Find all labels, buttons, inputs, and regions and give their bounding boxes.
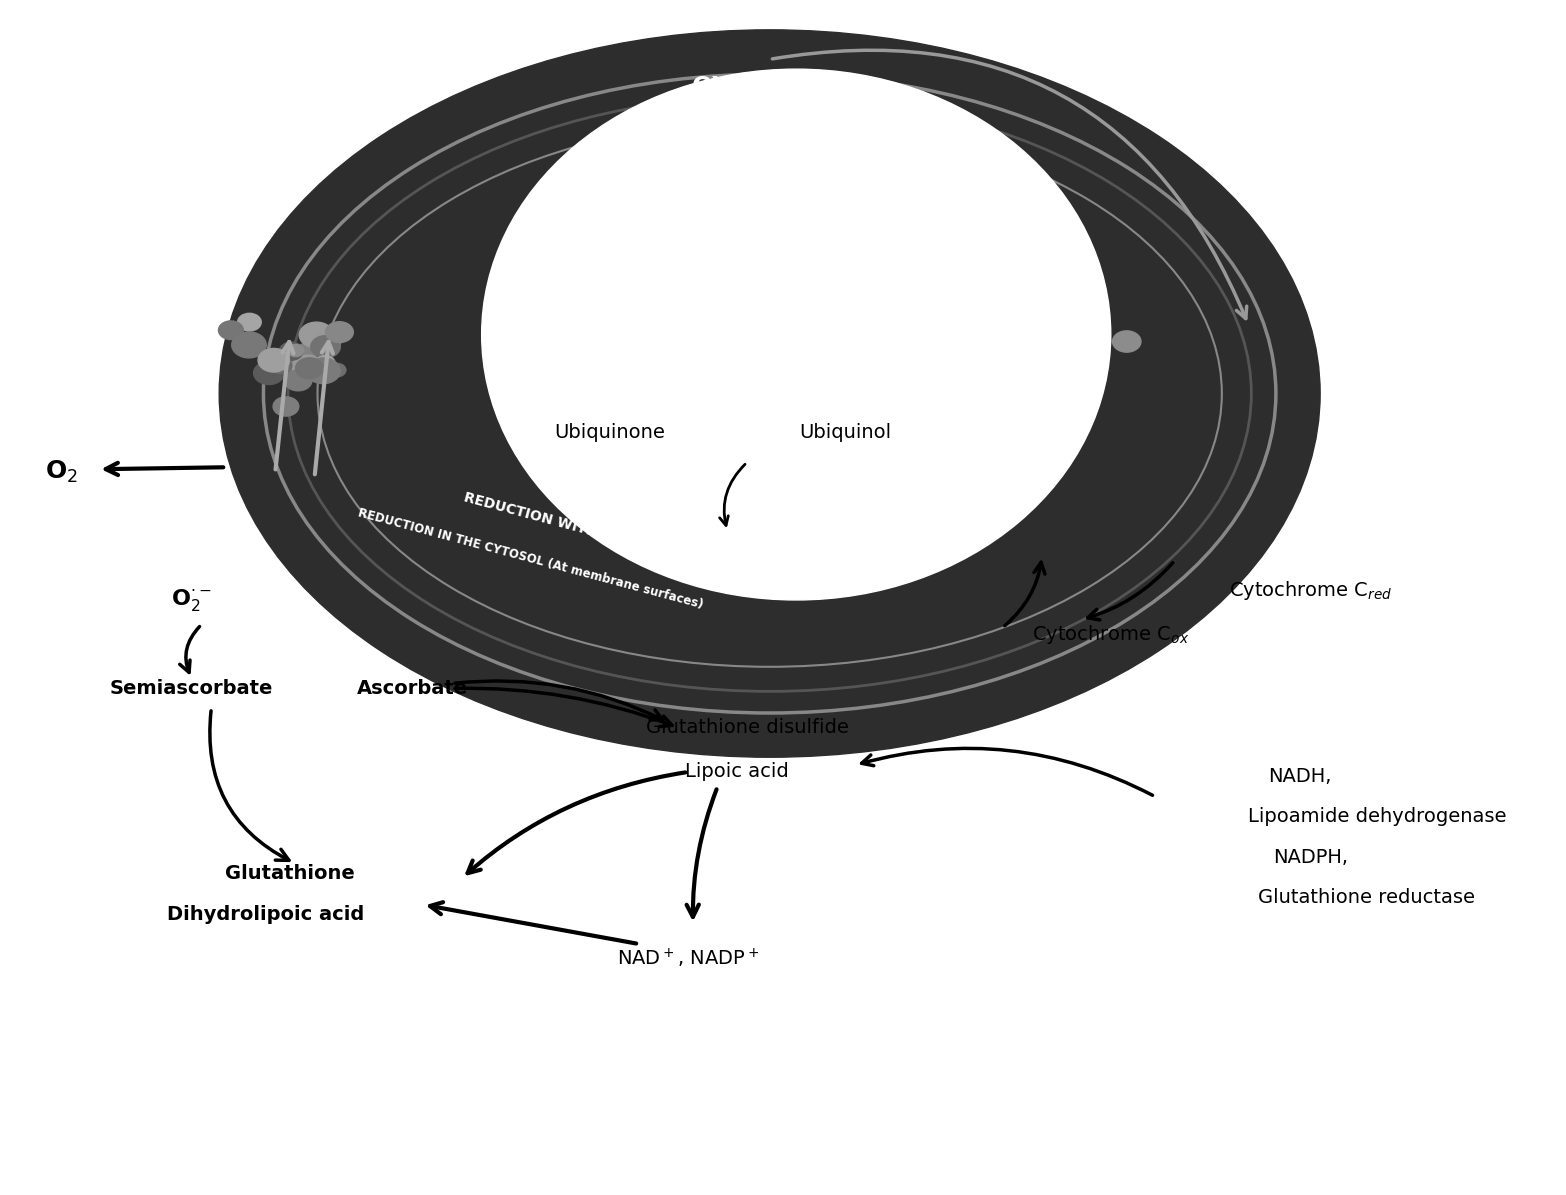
Ellipse shape <box>299 323 334 348</box>
Text: Cytochrome C$_{ox}$: Cytochrome C$_{ox}$ <box>1032 623 1190 645</box>
Ellipse shape <box>600 168 993 500</box>
Ellipse shape <box>219 321 243 339</box>
Ellipse shape <box>288 344 304 356</box>
Ellipse shape <box>675 233 918 436</box>
Ellipse shape <box>1001 327 1027 347</box>
Text: Lipoamide dehydrogenase: Lipoamide dehydrogenase <box>1248 807 1506 826</box>
Ellipse shape <box>219 30 1320 758</box>
Ellipse shape <box>482 69 1110 600</box>
Ellipse shape <box>1112 331 1142 353</box>
Ellipse shape <box>547 123 1046 545</box>
Text: Glutathione disulfide: Glutathione disulfide <box>645 718 849 737</box>
Text: Cytochrome C$_{red}$: Cytochrome C$_{red}$ <box>1229 578 1392 601</box>
Ellipse shape <box>1027 350 1049 367</box>
Ellipse shape <box>1066 330 1095 351</box>
Ellipse shape <box>1029 315 1060 338</box>
Ellipse shape <box>285 370 312 391</box>
Ellipse shape <box>326 321 354 343</box>
Ellipse shape <box>568 142 1024 527</box>
Ellipse shape <box>1023 354 1043 369</box>
Text: Ubiquinone: Ubiquinone <box>554 423 666 442</box>
Text: Dihydrolipoic acid: Dihydrolipoic acid <box>166 905 363 924</box>
Ellipse shape <box>327 363 346 376</box>
Ellipse shape <box>293 355 323 379</box>
Ellipse shape <box>1054 347 1071 358</box>
Ellipse shape <box>655 214 938 454</box>
Ellipse shape <box>557 133 1035 537</box>
Ellipse shape <box>272 397 299 416</box>
Ellipse shape <box>271 357 291 374</box>
Ellipse shape <box>254 361 285 385</box>
Ellipse shape <box>1082 378 1099 391</box>
Ellipse shape <box>622 188 971 482</box>
Text: Glutathione reductase: Glutathione reductase <box>1257 888 1475 907</box>
Ellipse shape <box>279 342 304 360</box>
Ellipse shape <box>972 348 993 363</box>
Ellipse shape <box>633 196 960 473</box>
Ellipse shape <box>998 349 1027 372</box>
Ellipse shape <box>1041 351 1065 369</box>
Ellipse shape <box>686 241 907 428</box>
Text: REDUCTION WITHIN MEMBRANES: REDUCTION WITHIN MEMBRANES <box>462 491 717 571</box>
Ellipse shape <box>277 351 304 372</box>
Ellipse shape <box>1048 337 1079 361</box>
Ellipse shape <box>955 345 987 369</box>
Text: REDUCTION IN THE CYTOSOL (At membrane surfaces): REDUCTION IN THE CYTOSOL (At membrane su… <box>357 507 705 611</box>
Text: OXIDATION: OXIDATION <box>692 75 847 99</box>
Text: Semiascorbate: Semiascorbate <box>110 679 274 698</box>
Ellipse shape <box>1016 351 1040 368</box>
Ellipse shape <box>664 223 927 446</box>
Text: Glutathione: Glutathione <box>226 864 355 883</box>
Ellipse shape <box>611 178 982 491</box>
Ellipse shape <box>1057 345 1082 364</box>
Ellipse shape <box>310 336 340 357</box>
Ellipse shape <box>1057 384 1076 398</box>
Text: NADH,: NADH, <box>1268 767 1331 786</box>
Ellipse shape <box>296 357 324 379</box>
Ellipse shape <box>1063 325 1084 342</box>
Text: Lipoic acid: Lipoic acid <box>686 762 789 782</box>
Ellipse shape <box>525 105 1068 564</box>
Ellipse shape <box>935 361 962 380</box>
Ellipse shape <box>589 160 1004 509</box>
Ellipse shape <box>263 357 280 369</box>
Text: O$_2^{\cdot-}$: O$_2^{\cdot-}$ <box>171 587 211 613</box>
Ellipse shape <box>305 358 340 384</box>
Ellipse shape <box>316 332 341 350</box>
Text: NADPH,: NADPH, <box>1273 848 1348 868</box>
Text: O$_2$: O$_2$ <box>44 459 77 485</box>
Ellipse shape <box>258 349 290 372</box>
Ellipse shape <box>296 343 316 358</box>
Ellipse shape <box>536 115 1057 554</box>
Ellipse shape <box>232 332 266 357</box>
Ellipse shape <box>993 317 1019 337</box>
Ellipse shape <box>238 313 262 331</box>
Ellipse shape <box>514 97 1079 572</box>
Ellipse shape <box>492 78 1099 590</box>
Text: Ubiquinol: Ubiquinol <box>799 423 891 442</box>
Ellipse shape <box>1026 332 1049 350</box>
Ellipse shape <box>644 206 949 464</box>
Ellipse shape <box>1001 364 1024 382</box>
Ellipse shape <box>578 151 1013 519</box>
Text: Ascorbate: Ascorbate <box>357 679 468 698</box>
Ellipse shape <box>503 87 1090 582</box>
Ellipse shape <box>1016 362 1045 384</box>
Text: NAD$^+$, NADP$^+$: NAD$^+$, NADP$^+$ <box>617 948 760 970</box>
Ellipse shape <box>315 356 335 370</box>
